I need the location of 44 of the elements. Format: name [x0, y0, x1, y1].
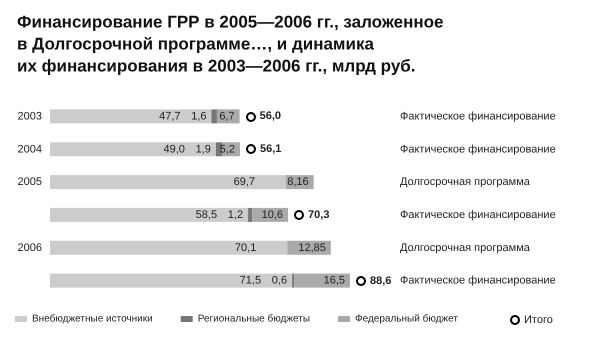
text: Итого	[524, 314, 553, 326]
data-label: 69,7	[234, 176, 256, 188]
data-label: 1,6	[191, 110, 207, 122]
bar	[248, 208, 252, 222]
bar	[50, 208, 248, 222]
data-label: 71,5	[240, 274, 262, 287]
bar	[50, 142, 216, 156]
data-label: 12,85	[298, 242, 326, 254]
bar	[50, 175, 286, 190]
total-label: 56,0	[260, 110, 282, 122]
chart-title: Финансирование ГРР в 2005—2006 гг., заложенное в Долгосрочной программе…, и динамика их финансирования в 2003—2006 гг., млрд руб.	[17, 12, 444, 76]
data-label: 16,5	[324, 274, 345, 287]
bar	[294, 274, 350, 288]
data-label: 5,2	[220, 143, 235, 156]
legend-label: Региональные бюджеты	[198, 314, 310, 324]
text: Фактическое финансирование	[400, 208, 556, 221]
bar	[212, 109, 217, 124]
data-label: 70,1	[234, 242, 256, 254]
total-label: 88,6	[370, 274, 392, 287]
text: Фактическое финансирование	[400, 274, 556, 287]
data-label: 8,16	[287, 176, 309, 188]
text: Фактическое финансирование	[400, 110, 556, 122]
bar	[50, 109, 212, 124]
y-tick-label: 2005	[18, 176, 42, 188]
text: Фактическое финансирование	[400, 143, 556, 156]
data-label: 6,7	[219, 110, 235, 122]
text: Долгосрочная программа	[400, 242, 531, 254]
data-label: 1,2	[228, 208, 244, 221]
y-tick-label: 2004	[18, 143, 42, 156]
y-tick-label: 2006	[18, 242, 42, 254]
bar	[50, 240, 288, 255]
text: Долгосрочная программа	[400, 176, 531, 188]
bar	[50, 274, 292, 288]
data-label: 0,6	[272, 274, 288, 287]
data-label: 10,6	[262, 208, 284, 221]
y-tick-label: 2003	[18, 110, 42, 122]
data-label: 1,9	[196, 143, 211, 156]
total-label: 56,1	[260, 143, 282, 156]
total-label: 70,3	[308, 209, 330, 221]
legend-label: Внебюджетные источники	[32, 314, 153, 324]
data-label: 47,7	[159, 110, 181, 122]
data-label: 49,0	[163, 143, 185, 156]
legend-label: Федеральный бюджет	[355, 314, 458, 324]
data-label: 58,5	[196, 208, 218, 221]
